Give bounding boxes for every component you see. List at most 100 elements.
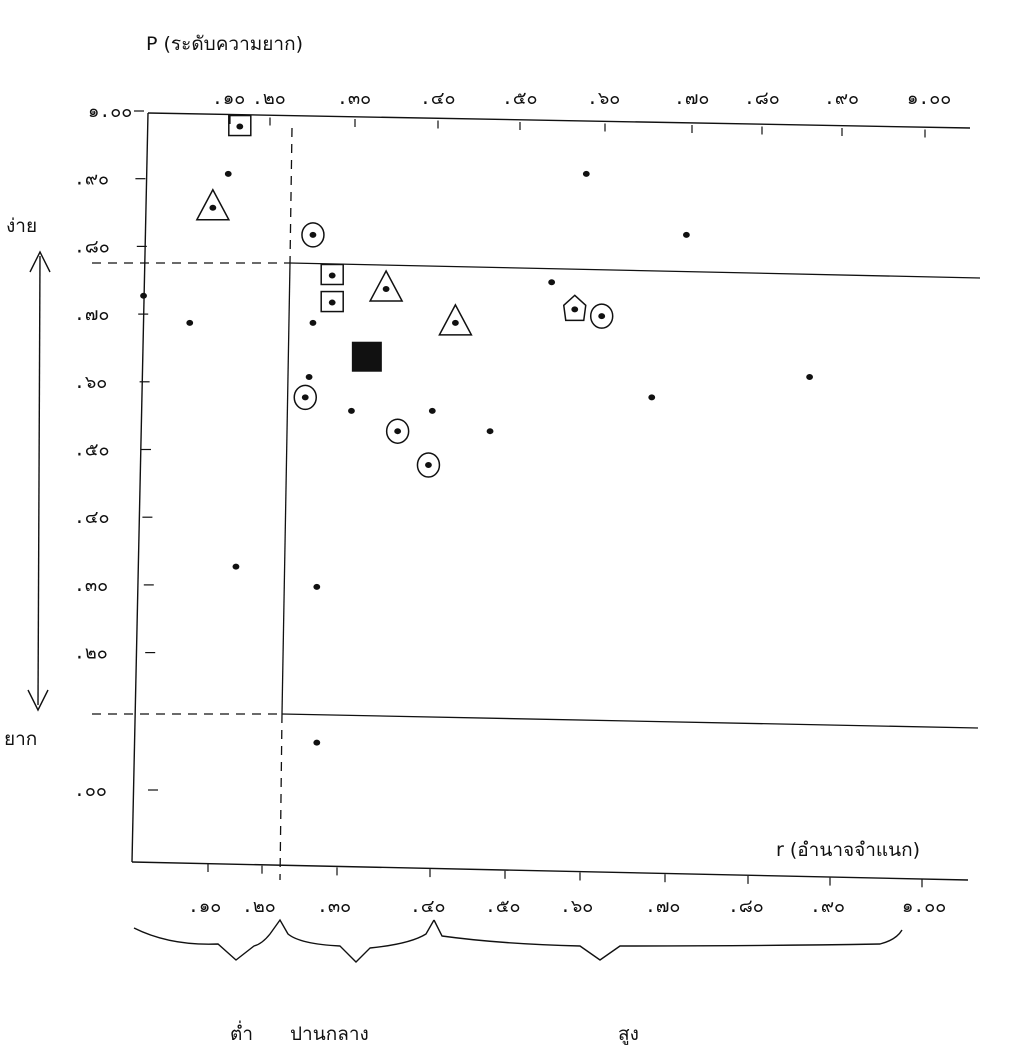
- data-point-circle: [385, 418, 410, 444]
- data-points: [140, 114, 813, 746]
- point-dot: [548, 279, 556, 286]
- x-axis-title: r (อำนาจจำแนก): [776, 839, 920, 861]
- point-filled-square: [351, 341, 382, 372]
- top-x-tick-label: .๕๐: [502, 88, 537, 109]
- ref-line-r20-dashed-top: [289, 127, 293, 264]
- point-pentagon-outline: [562, 294, 587, 322]
- data-point-dot: [186, 319, 194, 326]
- point-circle-outline: [416, 452, 441, 478]
- data-point-circle: [416, 452, 441, 478]
- point-square-outline: [320, 290, 344, 313]
- y-tick-label: .๙๐: [74, 169, 109, 190]
- difficulty-arrow: [27, 250, 51, 712]
- data-point-circle: [589, 303, 614, 329]
- point-circle-outline: [301, 222, 325, 248]
- brace-low-mid: [133, 918, 435, 963]
- point-triangle-outline: [438, 303, 473, 336]
- bottom-x-tick-label: .๖๐: [560, 896, 593, 917]
- data-point-dot: [648, 394, 656, 401]
- top-x-tick-label: .๗๐: [674, 88, 709, 109]
- point-dot: [598, 313, 606, 320]
- easy-label: ง่าย: [6, 215, 37, 237]
- bottom-x-tick-label: .๕๐: [485, 896, 520, 917]
- point-dot: [236, 123, 244, 130]
- bottom-x-tick-label: .๓๐: [317, 896, 351, 917]
- arrow-shaft: [37, 255, 41, 706]
- bottom-x-tick-label: .๑๐: [188, 896, 221, 917]
- left-axis-line: [131, 112, 149, 863]
- point-square-outline: [228, 114, 252, 137]
- point-dot: [301, 394, 309, 401]
- data-point-dot: [313, 739, 321, 746]
- y-tick-label: .๓๐: [74, 575, 108, 596]
- group-label-high: สูง: [618, 1023, 639, 1045]
- top-x-tick-label: .๒๐: [252, 88, 286, 109]
- point-dot: [806, 374, 813, 381]
- top-x-tick-label: .๙๐: [824, 88, 859, 109]
- top-x-tick-label: .๖๐: [587, 88, 620, 109]
- axes: [131, 112, 971, 881]
- point-circle-outline: [385, 418, 410, 444]
- data-point-circle: [301, 222, 325, 248]
- y-tick-label: .๐๐: [74, 780, 107, 801]
- data-point-triangle: [368, 269, 404, 302]
- point-dot: [224, 170, 232, 177]
- bottom-x-tick-label: .๘๐: [728, 896, 764, 917]
- y-axis-title: P (ระดับความยาก): [146, 33, 303, 55]
- point-triangle-outline: [368, 269, 404, 302]
- data-point-circle: [293, 384, 317, 411]
- point-dot: [486, 428, 494, 435]
- reference-lines: [92, 127, 981, 881]
- top-x-tick-label: .๓๐: [337, 88, 371, 109]
- y-tick-label: .๒๐: [74, 643, 108, 664]
- group-braces: [133, 918, 903, 963]
- bottom-x-tick-label: ๑.๐๐: [902, 896, 946, 917]
- point-dot: [209, 204, 217, 211]
- point-dot: [305, 374, 313, 381]
- data-point-dot: [224, 170, 232, 177]
- data-point-dot: [548, 279, 556, 286]
- y-tick-label: .๔๐: [74, 507, 109, 528]
- point-triangle-outline: [195, 188, 231, 221]
- top-axis-line: [147, 112, 971, 129]
- point-dot: [582, 170, 590, 177]
- point-square-outline: [320, 263, 344, 286]
- bottom-x-tick-label: .๔๐: [410, 896, 445, 917]
- group-label-mid: ปานกลาง: [290, 1023, 369, 1045]
- y-tick-label: .๘๐: [74, 236, 110, 257]
- data-point-square: [320, 263, 344, 286]
- bottom-x-tick-label: .๒๐: [242, 896, 276, 917]
- data-point-dot: [232, 563, 240, 570]
- top-x-tick-label: .๘๐: [744, 88, 780, 109]
- top-x-tick-label: ๑.๐๐: [907, 88, 951, 109]
- data-point-dot: [486, 428, 494, 435]
- point-dot: [683, 231, 690, 238]
- data-point-dot: [428, 407, 436, 414]
- point-dot: [313, 739, 321, 746]
- data-point-square: [228, 114, 252, 137]
- y-tick-label: ๑.๐๐: [88, 101, 132, 122]
- point-dot: [648, 394, 656, 401]
- brace-high: [433, 919, 903, 961]
- data-point-square: [320, 290, 344, 313]
- data-point-triangle: [438, 303, 473, 336]
- y-tick-label: .๕๐: [74, 440, 109, 461]
- top-x-tick-label: .๑๐: [212, 88, 245, 109]
- point-dot: [328, 299, 336, 306]
- data-point-filled-square: [351, 341, 382, 372]
- ref-line-r20-solid: [281, 262, 291, 715]
- point-dot: [140, 292, 147, 299]
- data-point-dot: [806, 374, 813, 381]
- ref-line-p20-solid: [281, 713, 979, 729]
- point-dot: [309, 231, 317, 238]
- point-dot: [425, 462, 432, 469]
- top-x-tick-label: .๔๐: [420, 88, 455, 109]
- ticks: .๑๐.๒๐.๓๐.๔๐.๕๐.๖๐.๗๐.๘๐.๙๐ ๑.๐๐.๑๐.๒๐.๓๐…: [74, 88, 951, 917]
- data-point-triangle: [195, 188, 231, 221]
- bottom-axis-line: [131, 861, 969, 881]
- bottom-x-tick-label: .๙๐: [810, 896, 845, 917]
- point-dot: [428, 407, 436, 414]
- data-point-dot: [348, 407, 355, 414]
- point-circle-outline: [589, 303, 614, 329]
